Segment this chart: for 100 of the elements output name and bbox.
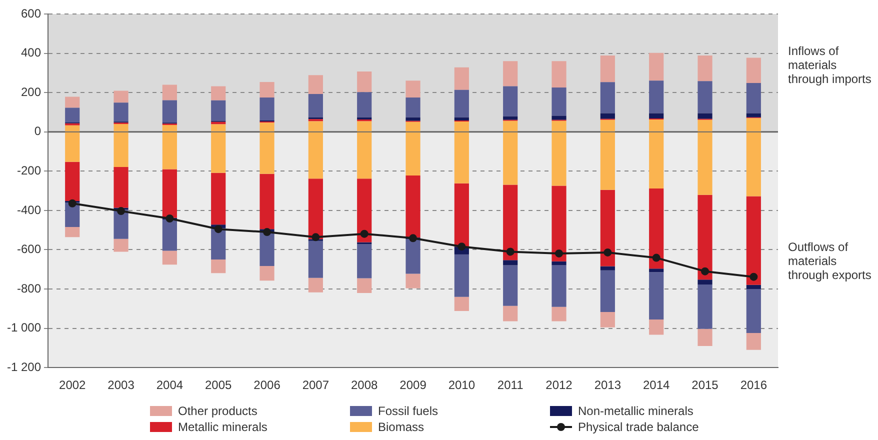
- bar: [454, 254, 469, 297]
- bar: [357, 244, 372, 278]
- bar: [114, 238, 128, 252]
- y-tick-label: 0: [34, 124, 42, 138]
- bar: [260, 174, 274, 230]
- bar: [454, 90, 469, 118]
- legend-label: Physical trade balance: [578, 420, 699, 434]
- bar: [698, 81, 712, 114]
- bar: [503, 265, 518, 306]
- x-tick-label: 2002: [59, 378, 86, 392]
- bar: [162, 84, 177, 100]
- point: [555, 249, 564, 258]
- bar: [600, 55, 615, 82]
- bar: [503, 260, 518, 266]
- bar: [552, 186, 566, 262]
- y-tick-label: -800: [16, 281, 42, 296]
- bar: [746, 289, 761, 334]
- y-tick-label: 600: [20, 6, 42, 20]
- y-tick-label: -600: [16, 242, 42, 256]
- bar: [698, 55, 712, 82]
- bar: [406, 80, 420, 98]
- x-tick-label: 2005: [205, 378, 232, 392]
- bar: [308, 240, 323, 278]
- bar: [65, 162, 80, 202]
- bar: [746, 82, 761, 114]
- x-tick-label: 2006: [254, 378, 281, 392]
- point: [214, 225, 222, 234]
- bar: [114, 90, 128, 103]
- bar: [406, 97, 420, 118]
- bar: [260, 266, 274, 281]
- bar: [357, 72, 372, 92]
- bar: [162, 100, 177, 123]
- bar: [357, 278, 372, 293]
- bar: [211, 172, 226, 225]
- bar: [600, 190, 615, 266]
- bar: [746, 284, 761, 290]
- bar: [503, 61, 518, 86]
- bar: [162, 169, 177, 218]
- legend-label: Metallic minerals: [178, 420, 268, 434]
- point: [506, 248, 514, 256]
- x-tick-label: 2012: [546, 378, 573, 392]
- bar: [552, 265, 566, 307]
- bar: [357, 178, 372, 242]
- y-tick-label: -1 000: [6, 320, 42, 335]
- x-tick-label: 2007: [302, 378, 330, 392]
- bar: [600, 270, 615, 312]
- bar: [308, 178, 323, 240]
- bar: [698, 113, 712, 119]
- bar: [600, 113, 615, 119]
- bar: [698, 284, 712, 329]
- point: [604, 248, 612, 256]
- text: Outflows of materials through exports: [788, 240, 872, 282]
- point: [652, 254, 660, 262]
- bar: [357, 92, 372, 118]
- bar: [65, 96, 80, 108]
- bar: [503, 184, 518, 260]
- point: [750, 272, 758, 281]
- bar: [600, 82, 615, 114]
- y-tick-label: 400: [20, 46, 42, 60]
- point: [312, 233, 320, 242]
- point: [117, 207, 126, 216]
- bar: [552, 306, 566, 322]
- bar: [308, 94, 323, 118]
- bar: [649, 80, 664, 114]
- bar: [406, 274, 420, 288]
- legend-label: Biomass: [378, 420, 424, 434]
- y-tick-label: 200: [20, 84, 42, 99]
- point: [458, 242, 466, 251]
- bar: [211, 260, 226, 274]
- bar: [211, 86, 226, 100]
- x-tick-label: 2008: [350, 378, 378, 392]
- bar: [600, 312, 615, 328]
- bar: [260, 82, 274, 98]
- bar: [746, 196, 761, 285]
- point: [360, 230, 368, 238]
- bar: [649, 272, 664, 320]
- bar: [211, 100, 226, 121]
- point: [701, 267, 710, 276]
- bar: [600, 266, 615, 270]
- bar: [211, 228, 226, 260]
- point: [409, 234, 418, 242]
- x-tick-label: 2013: [594, 378, 622, 392]
- bar: [454, 183, 469, 247]
- bar: [649, 52, 664, 81]
- bar: [454, 296, 469, 312]
- bar: [114, 167, 128, 208]
- bar: [552, 61, 566, 88]
- bar: [503, 116, 518, 120]
- bar: [454, 67, 469, 90]
- bar: [552, 116, 566, 120]
- bar: [308, 278, 323, 292]
- text: Inflows of materials through imports: [788, 44, 872, 86]
- bar: [649, 188, 664, 269]
- bar: [260, 97, 274, 120]
- bar: [406, 117, 420, 121]
- bar: [308, 75, 323, 94]
- bar: [454, 117, 469, 120]
- bar: [503, 306, 518, 322]
- bar: [698, 280, 712, 285]
- x-tick-label: 2004: [156, 378, 184, 392]
